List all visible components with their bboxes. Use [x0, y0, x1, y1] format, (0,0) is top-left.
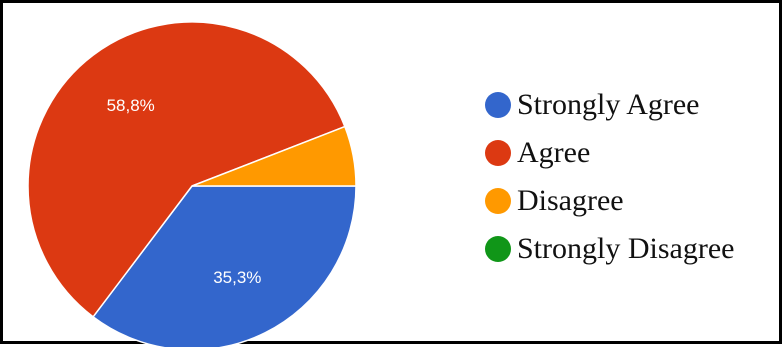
pie-slice-disagree — [191, 125, 357, 187]
legend-item-disagree: Disagree — [485, 177, 782, 225]
legend: Strongly Agree Agree Disagree Strongly D… — [485, 81, 782, 273]
legend-item-strongly-agree: Strongly Agree — [485, 81, 782, 129]
slice-label-agree: 58,8% — [107, 96, 155, 115]
legend-swatch-disagree — [485, 188, 511, 214]
legend-label-agree: Agree — [517, 136, 591, 169]
legend-label-strongly-disagree: Strongly Disagree — [517, 232, 735, 265]
pie-chart: 35,3% 58,8% — [27, 21, 357, 347]
pie-slice-strongly-agree — [92, 185, 357, 347]
legend-swatch-agree — [485, 140, 511, 166]
slice-label-strongly-agree: 35,3% — [213, 268, 261, 287]
legend-item-strongly-disagree: Strongly Disagree — [485, 225, 782, 273]
legend-label-strongly-agree: Strongly Agree — [517, 88, 700, 121]
legend-swatch-strongly-agree — [485, 92, 511, 118]
legend-label-disagree: Disagree — [517, 184, 624, 217]
legend-swatch-strongly-disagree — [485, 236, 511, 262]
pie-slice-agree — [27, 21, 346, 318]
legend-item-agree: Agree — [485, 129, 782, 177]
